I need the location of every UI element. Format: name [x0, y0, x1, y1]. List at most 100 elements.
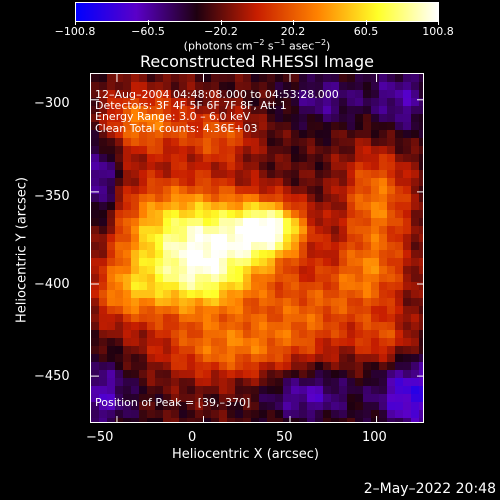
heatmap-cell	[379, 290, 388, 299]
heatmap-cell	[91, 154, 100, 163]
heatmap-cell	[331, 122, 340, 131]
heatmap-cell	[147, 418, 156, 422]
heatmap-cell	[179, 418, 188, 422]
heatmap-cell	[251, 234, 260, 243]
heatmap-cell	[355, 410, 364, 419]
heatmap-cell	[179, 394, 188, 403]
heatmap-cell	[99, 418, 108, 422]
heatmap-cell	[403, 402, 412, 411]
colorbar-tick-label: 60.5	[353, 25, 379, 38]
heatmap-cell	[91, 258, 100, 267]
x-tick-label: 50	[276, 430, 293, 445]
heatmap-cell	[163, 346, 172, 355]
heatmap-cell	[355, 330, 364, 339]
heatmap-cell	[107, 178, 116, 187]
heatmap-cell	[155, 314, 164, 323]
heatmap-cell	[371, 178, 380, 187]
heatmap-cell	[243, 242, 252, 251]
heatmap-cell	[107, 194, 116, 203]
heatmap-cell	[315, 194, 324, 203]
heatmap-cell	[323, 178, 332, 187]
heatmap-cell	[259, 394, 268, 403]
heatmap-cell	[227, 74, 236, 83]
heatmap-cell	[315, 298, 324, 307]
heatmap-cell	[331, 346, 340, 355]
heatmap-cell	[251, 378, 260, 387]
heatmap-cell	[371, 210, 380, 219]
heatmap-cell	[179, 402, 188, 411]
heatmap-cell	[347, 258, 356, 267]
heatmap-cell	[147, 338, 156, 347]
heatmap-cell	[307, 170, 316, 179]
heatmap-cell	[163, 418, 172, 422]
heatmap-cell	[227, 370, 236, 379]
heatmap-cell	[211, 90, 220, 99]
heatmap-cell	[187, 330, 196, 339]
heatmap-cell	[371, 266, 380, 275]
heatmap-cell	[379, 346, 388, 355]
heatmap-cell	[139, 210, 148, 219]
heatmap-cell	[331, 274, 340, 283]
heatmap-cell	[211, 306, 220, 315]
heatmap-cell	[419, 314, 423, 323]
heatmap-cell	[355, 154, 364, 163]
heatmap-cell	[131, 362, 140, 371]
heatmap-cell	[219, 226, 228, 235]
heatmap-cell	[331, 338, 340, 347]
heatmap-cell	[259, 138, 268, 147]
heatmap-cell	[243, 178, 252, 187]
heatmap-cell	[235, 298, 244, 307]
heatmap-cell	[267, 186, 276, 195]
heatmap-cell	[275, 322, 284, 331]
heatmap-cell	[347, 354, 356, 363]
heatmap-cell	[411, 394, 420, 403]
heatmap-cell	[387, 90, 396, 99]
heatmap-cell	[211, 282, 220, 291]
heatmap-cell	[107, 218, 116, 227]
heatmap-cell	[195, 418, 204, 422]
heatmap-cell	[283, 178, 292, 187]
heatmap-cell	[283, 346, 292, 355]
heatmap-cell	[363, 314, 372, 323]
heatmap-cell	[307, 242, 316, 251]
heatmap-cell	[91, 290, 100, 299]
heatmap-cell	[227, 258, 236, 267]
heatmap-cell	[227, 90, 236, 99]
heatmap-cell	[339, 346, 348, 355]
heatmap-cell	[147, 106, 156, 115]
heatmap-cell	[347, 98, 356, 107]
heatmap-cell	[379, 130, 388, 139]
heatmap-cell	[251, 266, 260, 275]
heatmap-cell	[347, 90, 356, 99]
units-exponent: −1	[273, 38, 286, 47]
heatmap-cell	[315, 74, 324, 83]
heatmap-cell	[387, 330, 396, 339]
heatmap-cell	[195, 194, 204, 203]
heatmap-cell	[187, 90, 196, 99]
heatmap-cell	[203, 170, 212, 179]
heatmap-cell	[355, 306, 364, 315]
heatmap-cell	[115, 194, 124, 203]
heatmap-cell	[387, 258, 396, 267]
heatmap-cell	[99, 250, 108, 259]
heatmap-cell	[195, 218, 204, 227]
heatmap-cell	[283, 370, 292, 379]
heatmap-cell	[387, 130, 396, 139]
heatmap-cell	[395, 306, 404, 315]
heatmap-cell	[267, 146, 276, 155]
heatmap-cell	[347, 186, 356, 195]
heatmap-cell	[211, 250, 220, 259]
heatmap-cell	[331, 266, 340, 275]
heatmap-cell	[403, 146, 412, 155]
heatmap-cell	[171, 218, 180, 227]
heatmap-cell	[283, 74, 292, 83]
heatmap-cell	[379, 258, 388, 267]
heatmap-cell	[259, 234, 268, 243]
heatmap-cell	[99, 258, 108, 267]
heatmap-cell	[163, 226, 172, 235]
heatmap-cell	[107, 154, 116, 163]
heatmap-cell	[419, 370, 423, 379]
heatmap-cell	[331, 194, 340, 203]
heatmap-cell	[203, 394, 212, 403]
heatmap-cell	[395, 378, 404, 387]
